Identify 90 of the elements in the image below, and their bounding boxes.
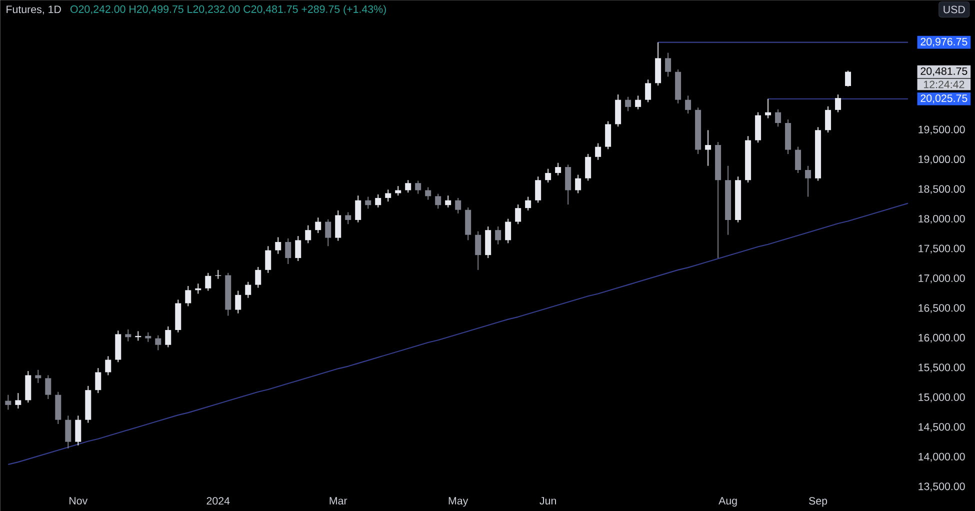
candlestick: [625, 96, 632, 112]
candlestick: [435, 193, 442, 210]
candlestick: [705, 130, 712, 166]
candlestick: [685, 95, 692, 114]
candlestick: [295, 235, 302, 262]
y-tick-label: 14,500.00: [918, 423, 965, 432]
y-tick-label: 20,976.75: [920, 38, 968, 47]
candlestick: [565, 164, 572, 205]
candlestick: [95, 368, 102, 394]
y-tick-label: 18,000.00: [918, 214, 965, 224]
x-tick-label: Mar: [330, 496, 348, 504]
candlestick: [245, 281, 252, 298]
candlestick: [845, 70, 852, 87]
y-tick-label: 16,000.00: [918, 334, 965, 343]
x-tick-label: Nov: [70, 496, 88, 504]
candlestick: [35, 369, 42, 384]
y-tick-label: 13,500.00: [918, 482, 965, 492]
candlestick: [185, 285, 192, 307]
x-tick-label: 2024: [206, 496, 230, 505]
candlestick: [305, 224, 312, 244]
text: USD: [944, 6, 965, 14]
candlestick: [595, 142, 602, 160]
chart-subtitle: O20,242.00 H20,499.75 L20,232.00 C20,481.75 +289.75 (+1.43%): [70, 4, 386, 15]
candlestick: [5, 394, 12, 410]
candlestick: [605, 120, 612, 150]
candlestick: [235, 290, 242, 314]
candlestick: [635, 95, 642, 110]
candlestick: [775, 108, 782, 127]
x-tick-label: Aug: [718, 496, 737, 507]
candlestick: [345, 212, 352, 225]
y-tick-label: 20,025.75: [920, 94, 968, 104]
candlestick: [425, 186, 432, 200]
candlestick: [545, 168, 552, 183]
candlestick: [445, 195, 452, 208]
candlestick: [365, 196, 372, 210]
y-tick-label: 15,000.00: [918, 393, 965, 402]
candlestick: [315, 217, 322, 234]
candlestick: [375, 194, 382, 208]
candlestick: [165, 326, 172, 348]
candlestick: [535, 176, 542, 204]
candlestick: [155, 334, 162, 351]
x-tick-label: Jun: [540, 496, 556, 504]
candlestick: [835, 94, 842, 113]
text: 12:24:42: [924, 80, 964, 88]
candlestick: [805, 165, 812, 198]
y-tick-label: 17,500.00: [918, 244, 965, 254]
candlestick: [355, 195, 362, 223]
candlestick: [45, 374, 52, 400]
candlestick: [395, 185, 402, 196]
candlestick: [65, 415, 72, 449]
candlestick: [525, 196, 532, 211]
y-tick-label: 19,500.00: [918, 126, 965, 134]
y-tick-label: 17,000.00: [918, 274, 965, 284]
candlestick: [275, 236, 282, 254]
candlestick: [255, 266, 262, 288]
candlestick: [385, 189, 392, 202]
candlestick: [75, 415, 82, 446]
y-tick-label: 14,000.00: [918, 452, 965, 462]
chart-title: Futures, 1D: [6, 6, 61, 14]
candlestick: [325, 218, 332, 247]
y-tick-label: 15,500.00: [918, 364, 965, 372]
candlestick: [515, 204, 522, 225]
candlestick: [455, 197, 462, 214]
candlestick: [645, 79, 652, 103]
candlestick: [265, 246, 272, 274]
candlestick: [555, 162, 562, 176]
candlestick: [585, 153, 592, 182]
candlestick: [795, 146, 802, 174]
y-tick-label: 19,000.00: [918, 155, 965, 164]
candlestick: [205, 272, 212, 292]
candlestick: [125, 328, 132, 342]
x-tick-label: Sep: [809, 496, 828, 507]
candlestick: [105, 356, 112, 376]
candlestick: [475, 230, 482, 270]
candlestick: [285, 238, 292, 264]
y-tick-label: 18,500.00: [918, 185, 965, 194]
y-tick-label: 20,481.75: [920, 67, 968, 76]
candlestick: [495, 226, 502, 245]
candlestick: [575, 174, 582, 194]
x-tick-label: May: [448, 496, 468, 507]
candlestick: [665, 52, 672, 77]
candlestick: [415, 180, 422, 194]
candlestick: [335, 210, 342, 242]
candlestick: [765, 98, 772, 119]
candlestick: [15, 392, 22, 409]
candlestick: [825, 106, 832, 133]
candlestick: [405, 180, 412, 193]
candlestick: [145, 332, 152, 342]
y-tick-label: 16,500.00: [918, 304, 965, 313]
candlestick: [505, 218, 512, 244]
